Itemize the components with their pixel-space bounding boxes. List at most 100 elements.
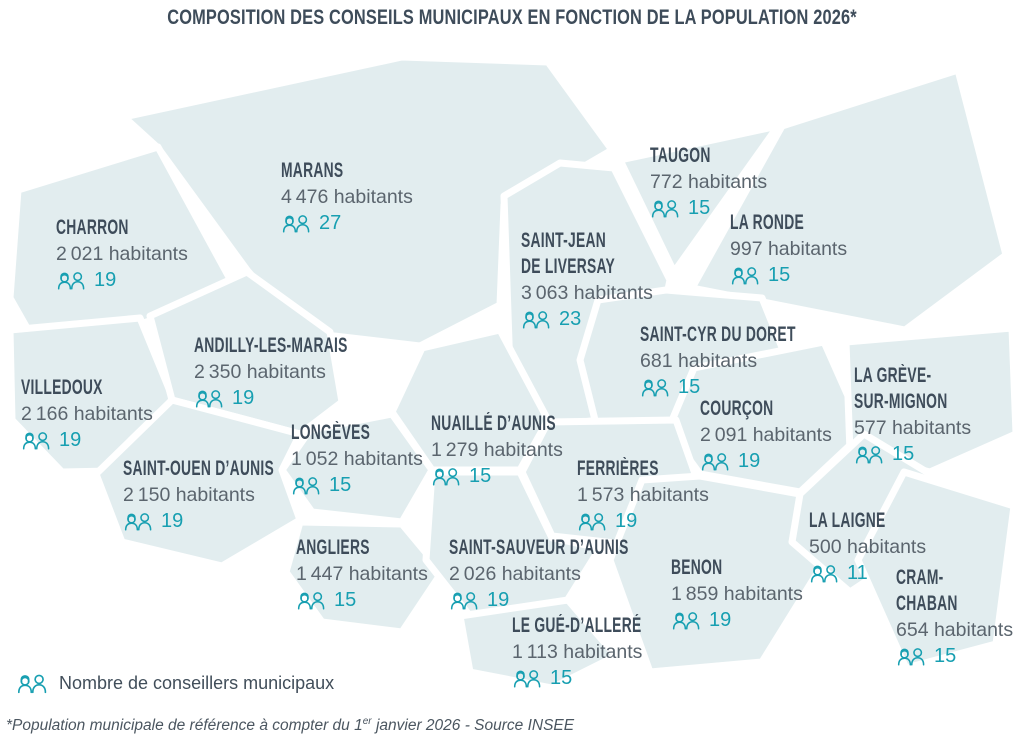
councilors-count: 15 bbox=[296, 587, 428, 613]
councilors-count: 15 bbox=[431, 463, 620, 489]
commune-name: VILLEDOUX bbox=[21, 376, 103, 399]
commune-label-angliers: ANGLIERS 1 447 habitants 15 bbox=[296, 535, 428, 613]
commune-name: NUAILLÉ D’AUNIS bbox=[431, 412, 556, 435]
population-label: 681 habitants bbox=[640, 350, 758, 372]
commune-name: LA RONDE bbox=[730, 211, 804, 234]
legend-label: Nombre de conseillers municipaux bbox=[59, 672, 335, 693]
commune-name: ANGLIERS bbox=[296, 536, 370, 559]
population-label: 1 447 habitants bbox=[296, 563, 428, 585]
population-label: 1 859 habitants bbox=[671, 583, 803, 605]
people-icon bbox=[641, 379, 669, 397]
councilors-count: 19 bbox=[56, 267, 188, 293]
commune-label-taugon: TAUGON 772 habitants 15 bbox=[650, 143, 767, 221]
population-label: 577 habitants bbox=[854, 417, 972, 439]
page-title: COMPOSITION DES CONSEILS MUNICIPAUX EN F… bbox=[167, 6, 857, 29]
commune-label-saint-ouen-d-aunis: SAINT-OUEN D’AUNIS 2 150 habitants 19 bbox=[123, 456, 352, 534]
territory-marans bbox=[120, 53, 616, 350]
councilors-count: 15 bbox=[854, 441, 996, 467]
commune-label-villedoux: VILLEDOUX 2 166 habitants 19 bbox=[21, 375, 153, 453]
people-icon bbox=[651, 200, 679, 218]
councilors-count: 15 bbox=[640, 374, 876, 400]
people-icon bbox=[450, 592, 478, 610]
councilors-count: 27 bbox=[281, 210, 413, 236]
commune-name: ANDILLY-LES-MARAIS bbox=[194, 334, 348, 357]
commune-name: FERRIÈRES bbox=[577, 457, 659, 480]
councilors-count: 19 bbox=[671, 607, 803, 633]
population-label: 2 150 habitants bbox=[123, 484, 255, 506]
people-icon bbox=[22, 432, 50, 450]
population-label: 2 021 habitants bbox=[56, 243, 188, 265]
commune-name: COURÇON bbox=[700, 397, 774, 420]
commune-name: CHARRON bbox=[56, 216, 129, 239]
commune-label-saint-sauveur-d-aunis: SAINT-SAUVEUR D’AUNIS 2 026 habitants 19 bbox=[449, 535, 721, 613]
commune-name: SAINT-JEAN DE LIVERSAY bbox=[521, 229, 616, 278]
people-icon bbox=[297, 592, 325, 610]
territory-le-gue-d-allere bbox=[456, 596, 620, 692]
population-label: 1 573 habitants bbox=[577, 484, 709, 506]
councilors-count: 15 bbox=[730, 262, 847, 288]
commune-label-ferrieres: FERRIÈRES 1 573 habitants 19 bbox=[577, 456, 709, 534]
commune-name: SAINT-CYR DU DORET bbox=[640, 323, 796, 346]
councilors-count: 19 bbox=[194, 385, 427, 411]
people-icon bbox=[701, 453, 729, 471]
population-label: 772 habitants bbox=[650, 171, 768, 193]
people-icon bbox=[672, 612, 700, 630]
people-icon bbox=[282, 215, 310, 233]
commune-label-andilly-les-marais: ANDILLY-LES-MARAIS 2 350 habitants 19 bbox=[194, 333, 427, 411]
population-label: 500 habitants bbox=[809, 536, 927, 558]
population-label: 1 113 habitants bbox=[512, 641, 643, 663]
commune-name: CRAM-CHABAN bbox=[896, 566, 958, 615]
people-icon bbox=[57, 272, 85, 290]
territory-angliers bbox=[282, 518, 446, 636]
people-icon bbox=[195, 390, 223, 408]
commune-name: TAUGON bbox=[650, 144, 711, 167]
councilors-count: 11 bbox=[809, 560, 926, 586]
population-label: 1 052 habitants bbox=[291, 448, 423, 470]
commune-label-le-gue-d-allere: LE GUÉ-D’ALLERÉ 1 113 habitants 15 bbox=[512, 613, 708, 691]
commune-label-nuaille-d-aunis: NUAILLÉ D’AUNIS 1 279 habitants 15 bbox=[431, 411, 620, 489]
commune-label-la-greve-sur-mignon: LA GRÈVE- SUR-MIGNON 577 habitants 15 bbox=[854, 363, 996, 467]
commune-label-benon: BENON 1 859 habitants 19 bbox=[671, 555, 803, 633]
population-label: 2 026 habitants bbox=[449, 563, 581, 585]
councilors-count: 19 bbox=[21, 427, 153, 453]
councilors-count: 15 bbox=[512, 665, 708, 691]
people-icon bbox=[522, 311, 550, 329]
territory-saint-ouen-d-aunis bbox=[92, 396, 304, 570]
commune-name: SAINT-SAUVEUR D’AUNIS bbox=[449, 536, 629, 559]
councilors-count: 15 bbox=[650, 195, 767, 221]
territory-la-greve-sur-mignon bbox=[842, 324, 1020, 476]
people-icon bbox=[855, 446, 883, 464]
councilors-count: 19 bbox=[577, 508, 709, 534]
territory-taugon bbox=[616, 122, 782, 276]
commune-name: LE GUÉ-D’ALLERÉ bbox=[512, 614, 642, 637]
population-label: 2 350 habitants bbox=[194, 361, 326, 383]
territory-cram-chaban bbox=[854, 468, 1018, 672]
population-label: 997 habitants bbox=[730, 238, 848, 260]
commune-name: BENON bbox=[671, 556, 723, 579]
people-icon bbox=[897, 648, 925, 666]
population-label: 654 habitants bbox=[896, 619, 1014, 641]
people-icon bbox=[810, 565, 838, 583]
commune-label-la-ronde: LA RONDE 997 habitants 15 bbox=[730, 210, 847, 288]
population-label: 3 063 habitants bbox=[521, 282, 653, 304]
people-icon bbox=[124, 513, 152, 531]
people-icon bbox=[432, 468, 460, 486]
commune-name: SAINT-OUEN D’AUNIS bbox=[123, 457, 275, 480]
commune-label-saint-cyr-du-doret: SAINT-CYR DU DORET 681 habitants 15 bbox=[640, 322, 876, 400]
people-icon bbox=[513, 670, 541, 688]
councilors-count: 19 bbox=[700, 448, 832, 474]
councilors-count: 19 bbox=[449, 587, 721, 613]
people-icon bbox=[731, 267, 759, 285]
commune-label-saint-jean-de-liversay: SAINT-JEAN DE LIVERSAY 3 063 habitants 2… bbox=[521, 228, 664, 332]
population-label: 2 166 habitants bbox=[21, 403, 153, 425]
commune-label-longeves: LONGÈVES 1 052 habitants 15 bbox=[291, 420, 423, 498]
people-icon bbox=[578, 513, 606, 531]
population-label: 2 091 habitants bbox=[700, 424, 832, 446]
commune-name: LA GRÈVE- SUR-MIGNON bbox=[854, 364, 948, 413]
commune-name: LONGÈVES bbox=[291, 421, 371, 444]
commune-label-courcon: COURÇON 2 091 habitants 19 bbox=[700, 396, 832, 474]
legend: Nombre de conseillers municipaux bbox=[16, 672, 334, 694]
commune-label-charron: CHARRON 2 021 habitants 19 bbox=[56, 215, 188, 293]
commune-label-marans: MARANS 4 476 habitants 27 bbox=[281, 158, 413, 236]
commune-label-cram-chaban: CRAM-CHABAN 654 habitants 15 bbox=[896, 565, 1024, 669]
